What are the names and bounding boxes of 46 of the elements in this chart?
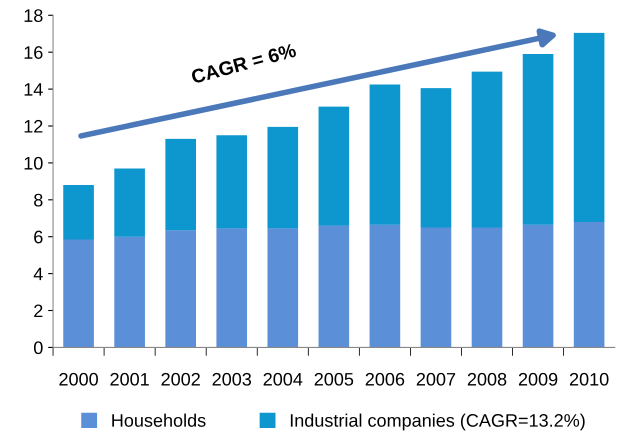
bar	[574, 222, 604, 348]
annotation: CAGR = 6%	[190, 43, 297, 84]
bar	[420, 88, 452, 228]
bar	[165, 230, 196, 348]
bar	[63, 185, 94, 240]
y-tick-label: 2	[34, 304, 42, 318]
x-tick-label: 2001	[110, 372, 149, 386]
bar	[216, 135, 248, 228]
x-tick-label: 2006	[366, 372, 404, 386]
bar	[267, 126, 298, 228]
bar	[574, 32, 604, 222]
y-tick-label: 6	[34, 230, 43, 244]
y-tick-label: 4	[34, 268, 43, 280]
x-tick-label: 2008	[468, 372, 506, 386]
y-tick-label: 10	[24, 156, 43, 170]
bar	[522, 54, 554, 225]
y-tick-label: 16	[24, 46, 43, 59]
y-tick-label: 18	[24, 9, 43, 22]
bar	[165, 138, 196, 230]
x-tick-label: 2004	[264, 372, 302, 386]
x-tick-label: 2005	[314, 372, 354, 386]
bar	[472, 227, 502, 348]
bar	[472, 72, 502, 228]
bar	[114, 168, 145, 237]
x-tick-label: 2000	[59, 372, 98, 386]
x-tick-label: 2010	[570, 372, 608, 386]
x-tick-label: 2007	[416, 372, 456, 386]
legend-label: Industrial companies (CAGR=13.2%)	[290, 414, 585, 430]
bar	[370, 224, 400, 348]
x-tick-label: 2003	[212, 372, 252, 386]
y-tick-label: 14	[24, 83, 43, 96]
bar	[370, 84, 400, 225]
x-tick-label: 2002	[162, 372, 200, 386]
bar	[216, 228, 248, 348]
y-tick-label: 8	[34, 194, 43, 207]
bar	[63, 239, 94, 348]
bar	[114, 236, 145, 348]
bar	[522, 224, 554, 348]
legend-label: Households	[112, 414, 206, 427]
bar	[318, 226, 350, 348]
y-tick-label: 0	[34, 341, 43, 354]
bar	[420, 227, 452, 348]
y-tick-label: 12	[24, 120, 42, 133]
bar	[318, 106, 350, 226]
x-tick-label: 2009	[518, 372, 558, 386]
bar	[267, 228, 298, 348]
